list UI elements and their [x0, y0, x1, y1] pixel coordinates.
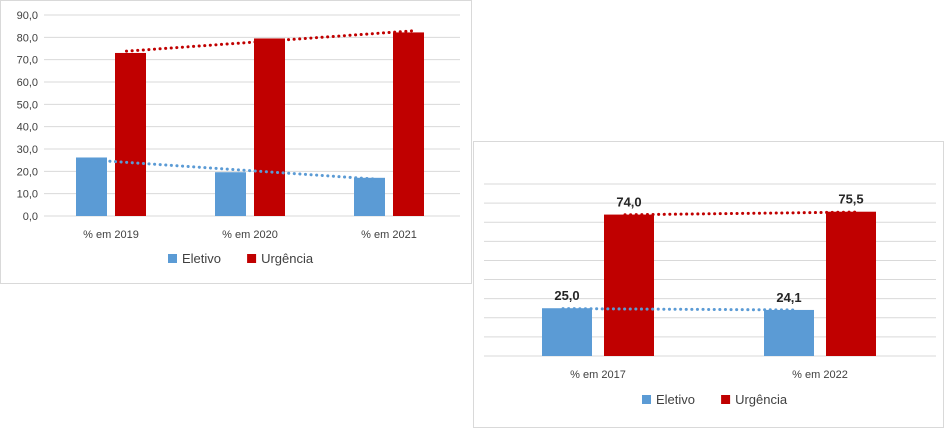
- y-tick-label: 30,0: [17, 144, 38, 156]
- bar-eletivo: [542, 308, 592, 356]
- legend-label-urgencia: Urgência: [735, 392, 788, 407]
- data-label: 24,1: [776, 290, 801, 305]
- trendline-eletivo: [561, 307, 795, 312]
- chart-left: 0,0 10,0 20,0 30,0 40,0 50,0 60,0 70,0 80,0 90,0%…: [17, 10, 460, 266]
- x-category-label: % em 2017: [570, 369, 626, 381]
- legend-label-eletivo: Eletivo: [656, 392, 695, 407]
- legend-swatch-urgencia: [721, 395, 731, 404]
- bar-eletivo: [215, 172, 246, 216]
- data-label: 74,0: [616, 195, 641, 210]
- chart-panel-left: 0,0 10,0 20,0 30,0 40,0 50,0 60,0 70,0 80,0 90,0%…: [0, 0, 472, 284]
- data-label: 25,0: [554, 288, 579, 303]
- x-category-label: % em 2022: [792, 369, 848, 381]
- bar-urgencia: [604, 214, 654, 356]
- y-tick-label: 70,0: [17, 55, 38, 67]
- bar-eletivo: [354, 177, 385, 216]
- bar-urgencia: [115, 52, 146, 216]
- y-tick-label: 0,0: [23, 211, 38, 223]
- bar-urgencia: [254, 38, 285, 217]
- x-category-label: % em 2021: [361, 229, 417, 241]
- y-tick-label: 40,0: [17, 122, 38, 134]
- y-tick-label: 50,0: [17, 99, 38, 111]
- legend-label-urgencia: Urgência: [261, 251, 314, 266]
- legend-label-eletivo: Eletivo: [182, 251, 221, 266]
- bar-eletivo: [76, 157, 107, 216]
- y-tick-label: 60,0: [17, 77, 38, 89]
- trendline-urgencia: [623, 210, 857, 217]
- x-category-label: % em 2020: [222, 229, 278, 241]
- y-tick-label: 10,0: [17, 189, 38, 201]
- y-tick-label: 20,0: [17, 166, 38, 178]
- bar-urgencia: [393, 32, 424, 216]
- legend-swatch-urgencia: [247, 254, 257, 263]
- y-tick-label: 80,0: [17, 32, 38, 44]
- chart-right: 25,0 24,1 74,0 75,5 % em 2017 % em 2022 Eletiv…: [484, 183, 936, 407]
- data-label: 75,5: [838, 192, 863, 207]
- chart-panel-right: 25,0 24,1 74,0 75,5 % em 2017 % em 2022 Eletiv…: [473, 141, 944, 428]
- bar-urgencia: [826, 211, 876, 356]
- x-category-label: % em 2019: [83, 229, 139, 241]
- bar-eletivo: [764, 309, 814, 356]
- legend-swatch-eletivo: [168, 254, 177, 263]
- legend-swatch-eletivo: [642, 395, 651, 404]
- y-tick-label: 90,0: [17, 10, 38, 22]
